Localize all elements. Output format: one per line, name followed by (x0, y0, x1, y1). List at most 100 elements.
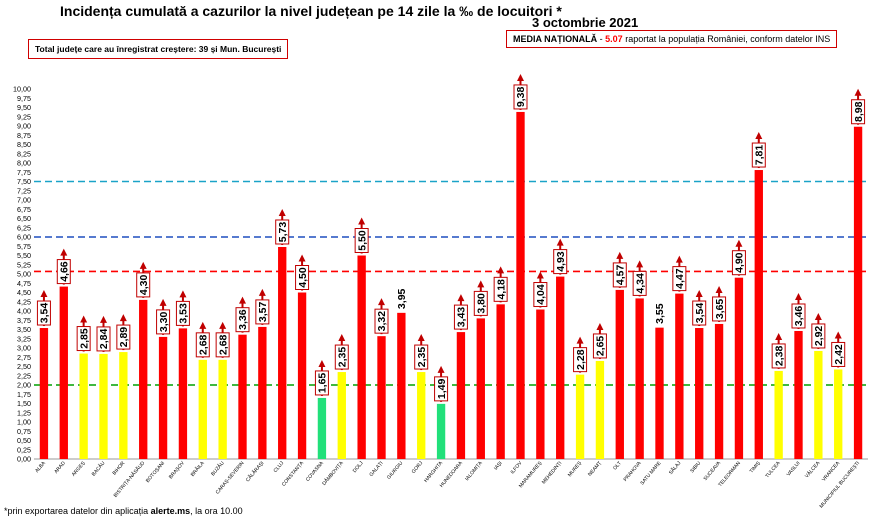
data-label-box (76, 326, 91, 352)
x-category-label: ARAD (53, 460, 67, 475)
data-label: 2,84 (98, 329, 110, 350)
bar (595, 360, 605, 459)
increase-arrow-head (239, 296, 246, 304)
data-label: 3,95 (396, 288, 408, 309)
increase-arrow-head (695, 290, 703, 298)
y-tick-label: 1,50 (17, 399, 31, 408)
x-category-label: BRĂILA (189, 459, 206, 478)
data-label: 4,18 (495, 279, 507, 300)
data-label-box (473, 290, 488, 316)
y-tick-label: 5,25 (17, 260, 31, 269)
y-tick-label: 9,00 (17, 122, 31, 131)
increase-arrow-head (814, 312, 822, 320)
x-category-label: GIURGIU (386, 460, 405, 481)
bar (834, 369, 843, 459)
y-tick-label: 0,25 (17, 445, 31, 454)
bar (397, 312, 406, 459)
y-tick-label: 9,75 (17, 94, 31, 103)
data-label-box (96, 326, 111, 352)
y-tick-label: 5,50 (17, 251, 31, 260)
data-label: 4,57 (614, 265, 626, 286)
bar (516, 111, 525, 459)
bar (714, 323, 724, 459)
increase-arrow-head (854, 88, 862, 96)
national-average-box: MEDIA NAȚIONALĂ - 5.07 raportat la popul… (506, 30, 838, 48)
data-label: 3,54 (694, 303, 706, 324)
y-tick-label: 7,25 (17, 186, 31, 195)
x-category-label: ILFOV (510, 460, 524, 475)
y-tick-label: 6,25 (17, 223, 31, 232)
bar (635, 298, 644, 459)
increase-arrow-head (60, 248, 68, 256)
bar (615, 289, 624, 459)
increase-arrow-head (139, 261, 147, 269)
y-tick-label: 10,00 (13, 85, 31, 94)
bar (734, 277, 744, 459)
x-category-label: ARGEȘ (71, 460, 87, 478)
increase-arrow-head (100, 315, 107, 323)
bar (417, 372, 426, 459)
increase-arrow-head (159, 298, 167, 306)
data-label: 9,38 (515, 87, 527, 108)
bars: 3,54 4,66 2,85 2,84 2,89 4,30 3,30 3,53 2,68 2,68… (36, 73, 866, 460)
increase-arrow-head (834, 331, 842, 339)
data-label-box (314, 370, 329, 396)
y-tick-label: 7,50 (17, 177, 31, 186)
reference-lines (34, 180, 868, 386)
bar (79, 353, 88, 459)
data-label: 4,30 (138, 275, 150, 296)
data-label-box (592, 333, 607, 359)
data-label-box (731, 250, 746, 276)
data-label-box (751, 142, 766, 168)
y-tick-label: 9,50 (17, 103, 31, 112)
data-label-box (255, 299, 270, 325)
bar (655, 327, 664, 459)
x-category-label: PRAHOVA (623, 460, 644, 483)
data-label: 7,81 (753, 145, 765, 166)
data-label: 2,85 (78, 328, 90, 349)
data-label: 1,65 (317, 373, 329, 394)
x-category-label: COVASNA (305, 460, 326, 483)
data-label: 4,04 (535, 284, 547, 305)
increase-arrow-head (437, 365, 445, 373)
x-category-label: TULCEA (764, 460, 782, 479)
data-label-box (692, 300, 707, 326)
x-category-label: SUCEAVA (703, 460, 723, 482)
increase-arrow-head (258, 288, 266, 296)
y-tick-label: 3,50 (17, 325, 31, 334)
increase-arrow-head (338, 334, 346, 342)
bar (456, 332, 466, 459)
bar (436, 403, 446, 459)
increase-arrow-head (497, 266, 505, 274)
x-category-label: ALBA (34, 460, 47, 474)
x-category-label: BOTOȘANI (145, 460, 166, 484)
data-label: 4,50 (297, 267, 309, 288)
y-tick-label: 0,50 (17, 436, 31, 445)
data-label-box (374, 308, 389, 334)
bar (198, 359, 207, 459)
increase-arrow-head (298, 254, 306, 262)
increase-arrow-head (795, 292, 802, 300)
y-tick-label: 7,00 (17, 196, 31, 205)
national-average-separator: - (597, 34, 606, 44)
y-tick-label: 6,75 (17, 205, 31, 214)
y-tick-label: 8,50 (17, 140, 31, 149)
y-tick-label: 3,25 (17, 334, 31, 343)
x-category-label: BACĂU (90, 459, 107, 477)
data-label-box (354, 228, 369, 253)
y-tick-label: 9,25 (17, 112, 31, 121)
data-label: 2,89 (118, 327, 130, 348)
data-label-box (334, 344, 349, 370)
data-label: 4,47 (674, 268, 686, 289)
bar (238, 334, 247, 459)
data-label: 2,68 (217, 334, 229, 355)
source-footnote: *prin exportarea datelor din aplicația a… (4, 506, 243, 516)
bar (754, 170, 763, 459)
data-label: 4,66 (58, 261, 70, 282)
increase-arrow-head (457, 294, 465, 302)
x-category-label: SĂLAJ (667, 459, 683, 476)
bar (59, 286, 68, 459)
bar (794, 330, 803, 459)
data-label-box (712, 296, 727, 322)
increase-arrow-head (775, 332, 783, 340)
